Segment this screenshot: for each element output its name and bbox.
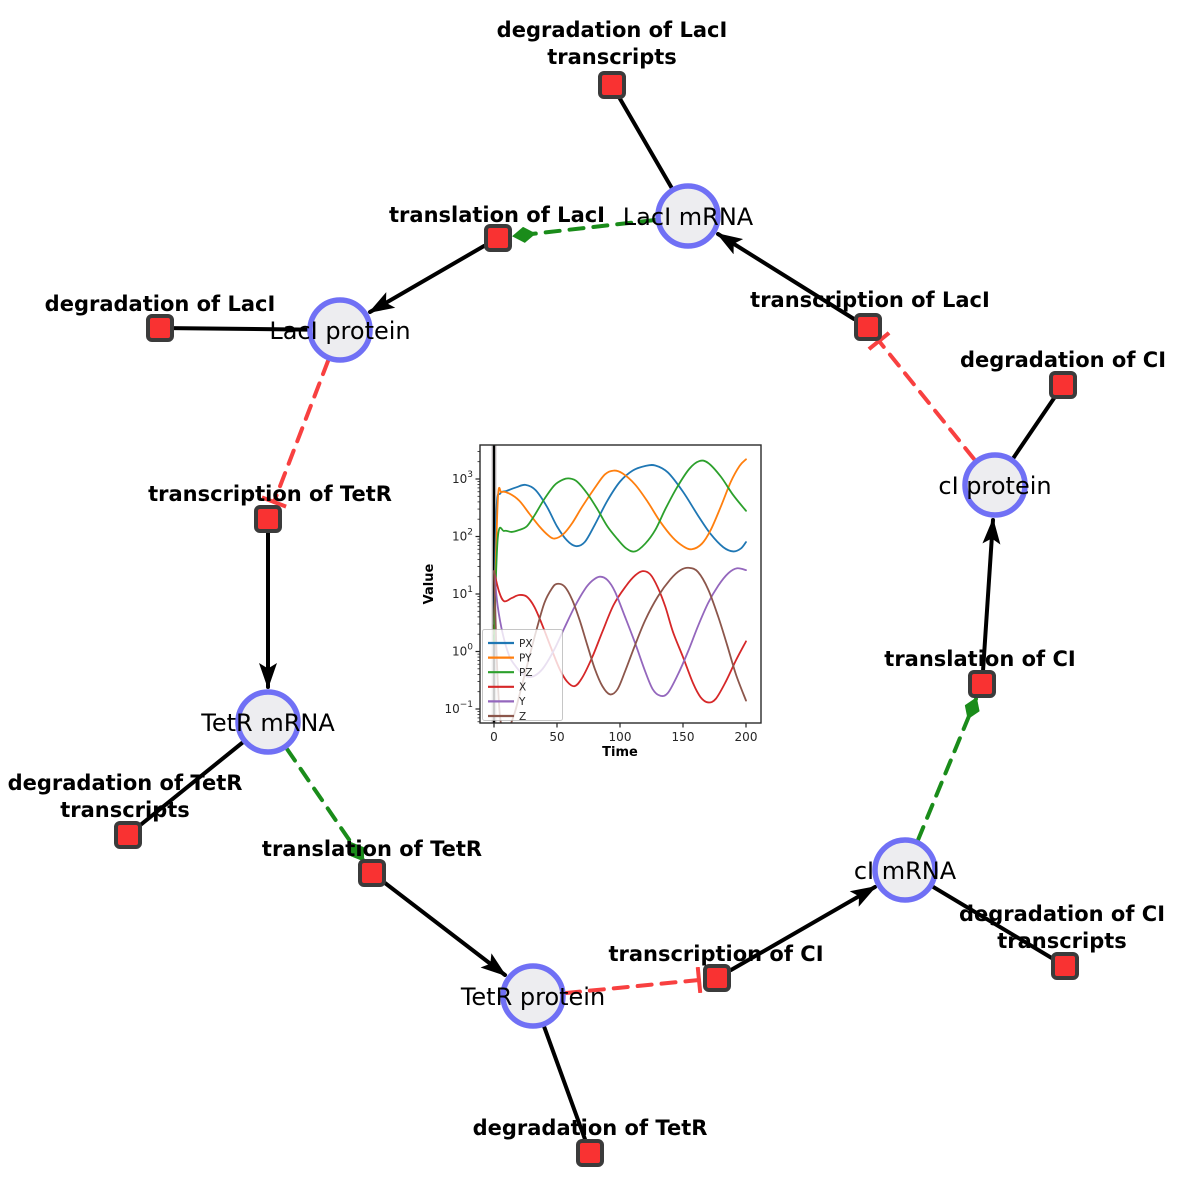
edge-ci-protein-inhibits-transcription-laci: [867, 331, 976, 461]
y-axis-title: Value: [422, 563, 437, 604]
reaction-node-degradation-laci-transcripts: [598, 71, 626, 99]
species-node-tetr-protein: [500, 963, 566, 1029]
reaction-node-transcription-ci: [703, 964, 731, 992]
time-course-inset-chart: 0 50 100 150 200 103 102 101 100 10−1 PX PY PZ XYZ Ti…: [422, 444, 762, 760]
legend-label-Y: Y: [518, 696, 526, 708]
legend-label-PX: PX: [519, 638, 533, 650]
x-tick-label: 200: [735, 730, 758, 744]
x-tick-label: 150: [672, 730, 695, 744]
species-node-laci-mrna: [655, 183, 721, 249]
species-nodes: [235, 183, 1028, 1029]
reaction-node-translation-tetr: [358, 859, 386, 887]
x-tick-label: 50: [549, 730, 564, 744]
edge-laci-mrna-modifies-translation-laci: [512, 218, 657, 243]
y-tick-label: 10−1: [444, 700, 473, 716]
y-tick-label: 103: [452, 470, 473, 486]
edge-ci-mrna-modifies-translation-ci: [916, 697, 980, 842]
edge-tetr-mrna-modifies-translation-tetr: [285, 747, 365, 862]
reaction-label-degradation-tetr-transcripts-1: degradation of TetR: [8, 771, 243, 795]
reaction-label-translation-ci: translation of CI: [884, 647, 1075, 671]
reaction-node-degradation-ci-transcripts: [1051, 952, 1079, 980]
species-label-laci-protein: LacI protein: [269, 317, 410, 345]
x-tick-label: 0: [490, 730, 498, 744]
y-tick-label: 100: [452, 643, 473, 659]
reaction-node-translation-ci: [968, 670, 996, 698]
reaction-label-degradation-ci-transcripts-2: transcripts: [997, 929, 1127, 953]
series-line-PY: [493, 458, 747, 636]
species-label-ci-protein: cI protein: [938, 472, 1051, 500]
x-tick-label: 100: [609, 730, 632, 744]
species-node-ci-mrna: [872, 837, 938, 903]
edge-translation-ci-to-ci-protein: [981, 518, 1001, 673]
reaction-node-degradation-ci: [1049, 371, 1077, 399]
series-line-PZ: [493, 459, 747, 643]
species-label-laci-mrna: LacI mRNA: [623, 203, 754, 231]
chart-plot-area: 0 50 100 150 200 103 102 101 100 10−1 PX PY PZ XYZ: [444, 444, 762, 744]
species-node-tetr-mrna: [235, 689, 301, 755]
reaction-node-degradation-tetr: [576, 1139, 604, 1167]
reaction-node-degradation-laci: [146, 314, 174, 342]
edge-laci-protein-inhibits-transcription-tetr: [261, 359, 330, 509]
legend-label-PZ: PZ: [519, 667, 533, 679]
y-tick-label: 101: [452, 585, 473, 601]
species-node-ci-protein: [962, 452, 1028, 518]
y-tick-label: 102: [452, 528, 473, 544]
reaction-label-transcription-laci: transcription of LacI: [750, 288, 990, 312]
reaction-label-translation-tetr: translation of TetR: [262, 837, 482, 861]
reaction-label-degradation-ci-transcripts-1: degradation of CI: [959, 902, 1165, 926]
reaction-label-degradation-laci: degradation of LacI: [45, 292, 276, 316]
legend-label-PY: PY: [519, 652, 532, 664]
edge-translation-laci-to-laci-protein: [368, 244, 486, 314]
labels: LacI mRNA LacI protein TetR mRNA TetR pr…: [8, 18, 1166, 1140]
species-node-laci-protein: [307, 297, 373, 363]
legend-label-Z: Z: [519, 711, 526, 723]
reaction-label-degradation-tetr-transcripts-2: transcripts: [60, 798, 190, 822]
legend-label-X: X: [519, 682, 526, 694]
series-line-X: [493, 570, 747, 704]
edge-tetr-protein-inhibits-transcription-ci: [564, 966, 703, 995]
reaction-label-translation-laci: translation of LacI: [389, 203, 605, 227]
reaction-nodes: [114, 71, 1079, 1167]
reaction-node-translation-laci: [484, 224, 512, 252]
x-axis-title: Time: [602, 745, 638, 760]
reaction-label-transcription-ci: transcription of CI: [608, 942, 823, 966]
plot-border: [479, 444, 762, 724]
reaction-node-transcription-tetr: [254, 505, 282, 533]
species-label-ci-mrna: cI mRNA: [854, 857, 957, 885]
reaction-label-degradation-laci-transcripts-2: transcripts: [547, 45, 677, 69]
edge-transcription-ci-to-ci-mrna: [729, 885, 877, 972]
series-line-PX: [493, 464, 747, 625]
edge-translation-tetr-to-tetr-protein: [383, 881, 507, 977]
chart-legend: PX PY PZ XYZ: [482, 629, 563, 723]
reaction-label-degradation-laci-transcripts-1: degradation of LacI: [497, 18, 728, 42]
reaction-node-transcription-laci: [854, 313, 882, 341]
reaction-label-degradation-ci: degradation of CI: [960, 348, 1166, 372]
reaction-label-transcription-tetr: transcription of TetR: [148, 482, 392, 506]
legend-box: [482, 629, 563, 721]
reaction-node-degradation-tetr-transcripts: [114, 821, 142, 849]
edge-transcription-laci-to-laci-mrna: [716, 232, 856, 321]
species-label-tetr-protein: TetR protein: [460, 983, 605, 1011]
species-label-tetr-mrna: TetR mRNA: [200, 709, 335, 737]
reaction-label-degradation-tetr: degradation of TetR: [473, 1116, 708, 1140]
